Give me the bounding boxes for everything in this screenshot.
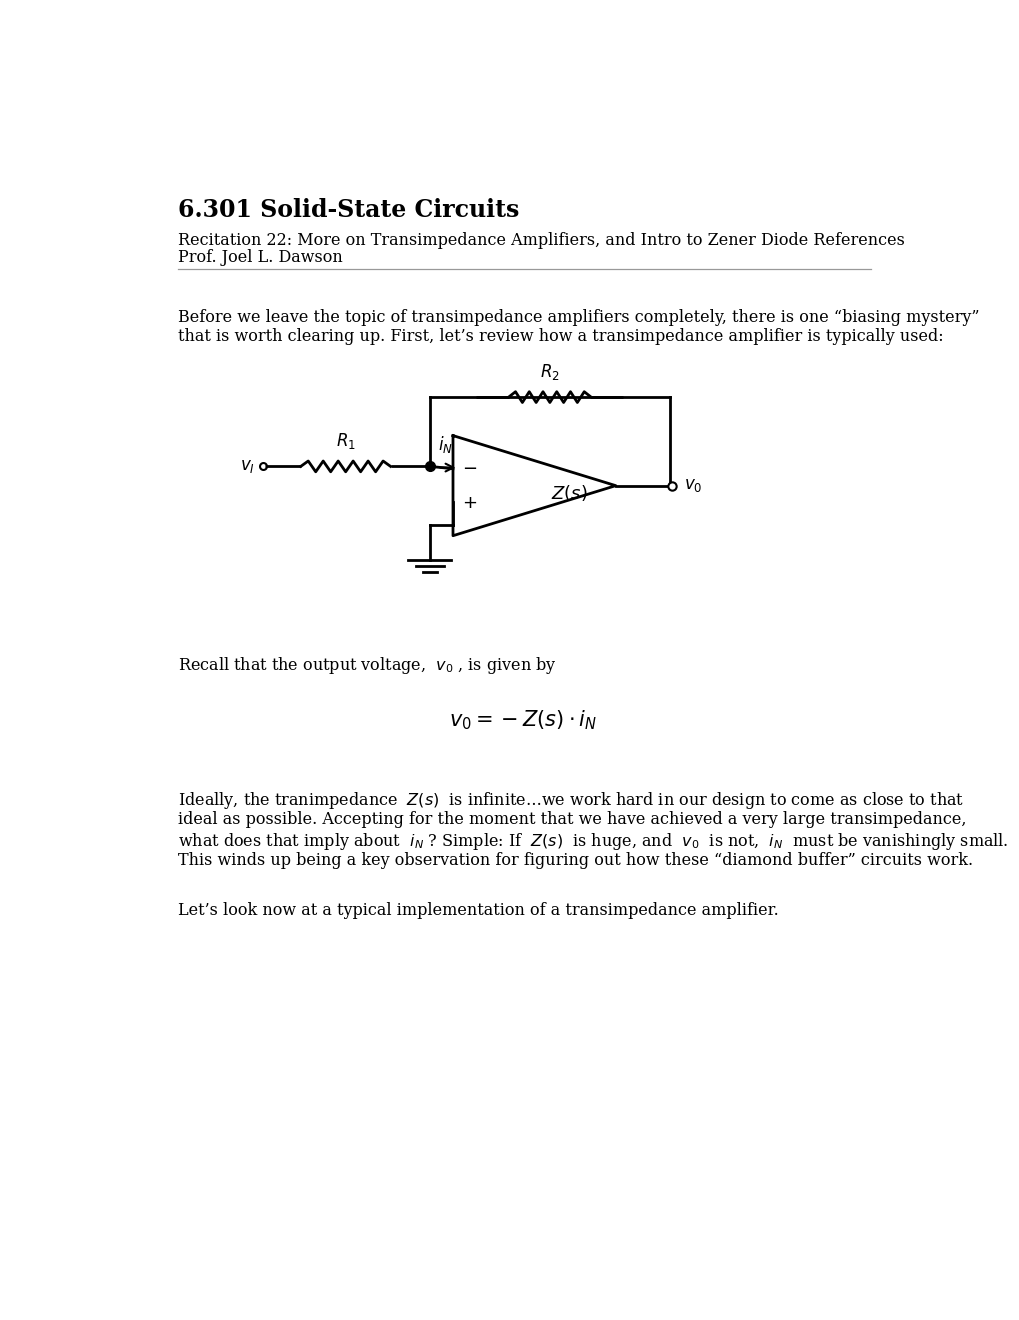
Text: 6.301 Solid-State Circuits: 6.301 Solid-State Circuits xyxy=(177,198,519,223)
Text: $i_N$: $i_N$ xyxy=(437,434,452,455)
Text: $R_2$: $R_2$ xyxy=(539,362,559,381)
Text: what does that imply about  $i_N$ ? Simple: If  $Z(s)$  is huge, and  $v_0$  is : what does that imply about $i_N$ ? Simpl… xyxy=(177,832,1008,853)
Text: Recitation 22: More on Transimpedance Amplifiers, and Intro to Zener Diode Refer: Recitation 22: More on Transimpedance Am… xyxy=(177,231,904,248)
Text: Let’s look now at a typical implementation of a transimpedance amplifier.: Let’s look now at a typical implementati… xyxy=(177,903,777,919)
Text: $+$: $+$ xyxy=(462,495,477,512)
Text: $-$: $-$ xyxy=(462,458,477,477)
Text: $v_0$: $v_0$ xyxy=(684,477,702,494)
Text: $v_0 = -Z(s) \cdot i_N$: $v_0 = -Z(s) \cdot i_N$ xyxy=(448,709,596,733)
Text: Prof. Joel L. Dawson: Prof. Joel L. Dawson xyxy=(177,249,342,267)
Text: that is worth clearing up. First, let’s review how a transimpedance amplifier is: that is worth clearing up. First, let’s … xyxy=(177,327,943,345)
Text: $R_1$: $R_1$ xyxy=(335,432,356,451)
Text: Recall that the output voltage,  $v_0$ , is given by: Recall that the output voltage, $v_0$ , … xyxy=(177,655,556,676)
Text: This winds up being a key observation for figuring out how these “diamond buffer: This winds up being a key observation fo… xyxy=(177,853,972,869)
Text: $Z(s)$: $Z(s)$ xyxy=(550,483,587,503)
Text: Ideally, the tranimpedance  $Z(s)$  is infinite…we work hard in our design to co: Ideally, the tranimpedance $Z(s)$ is inf… xyxy=(177,789,963,810)
Text: ideal as possible. Accepting for the moment that we have achieved a very large t: ideal as possible. Accepting for the mom… xyxy=(177,810,965,828)
Text: $v_I$: $v_I$ xyxy=(240,458,255,475)
Text: Before we leave the topic of transimpedance amplifiers completely, there is one : Before we leave the topic of transimpeda… xyxy=(177,309,978,326)
